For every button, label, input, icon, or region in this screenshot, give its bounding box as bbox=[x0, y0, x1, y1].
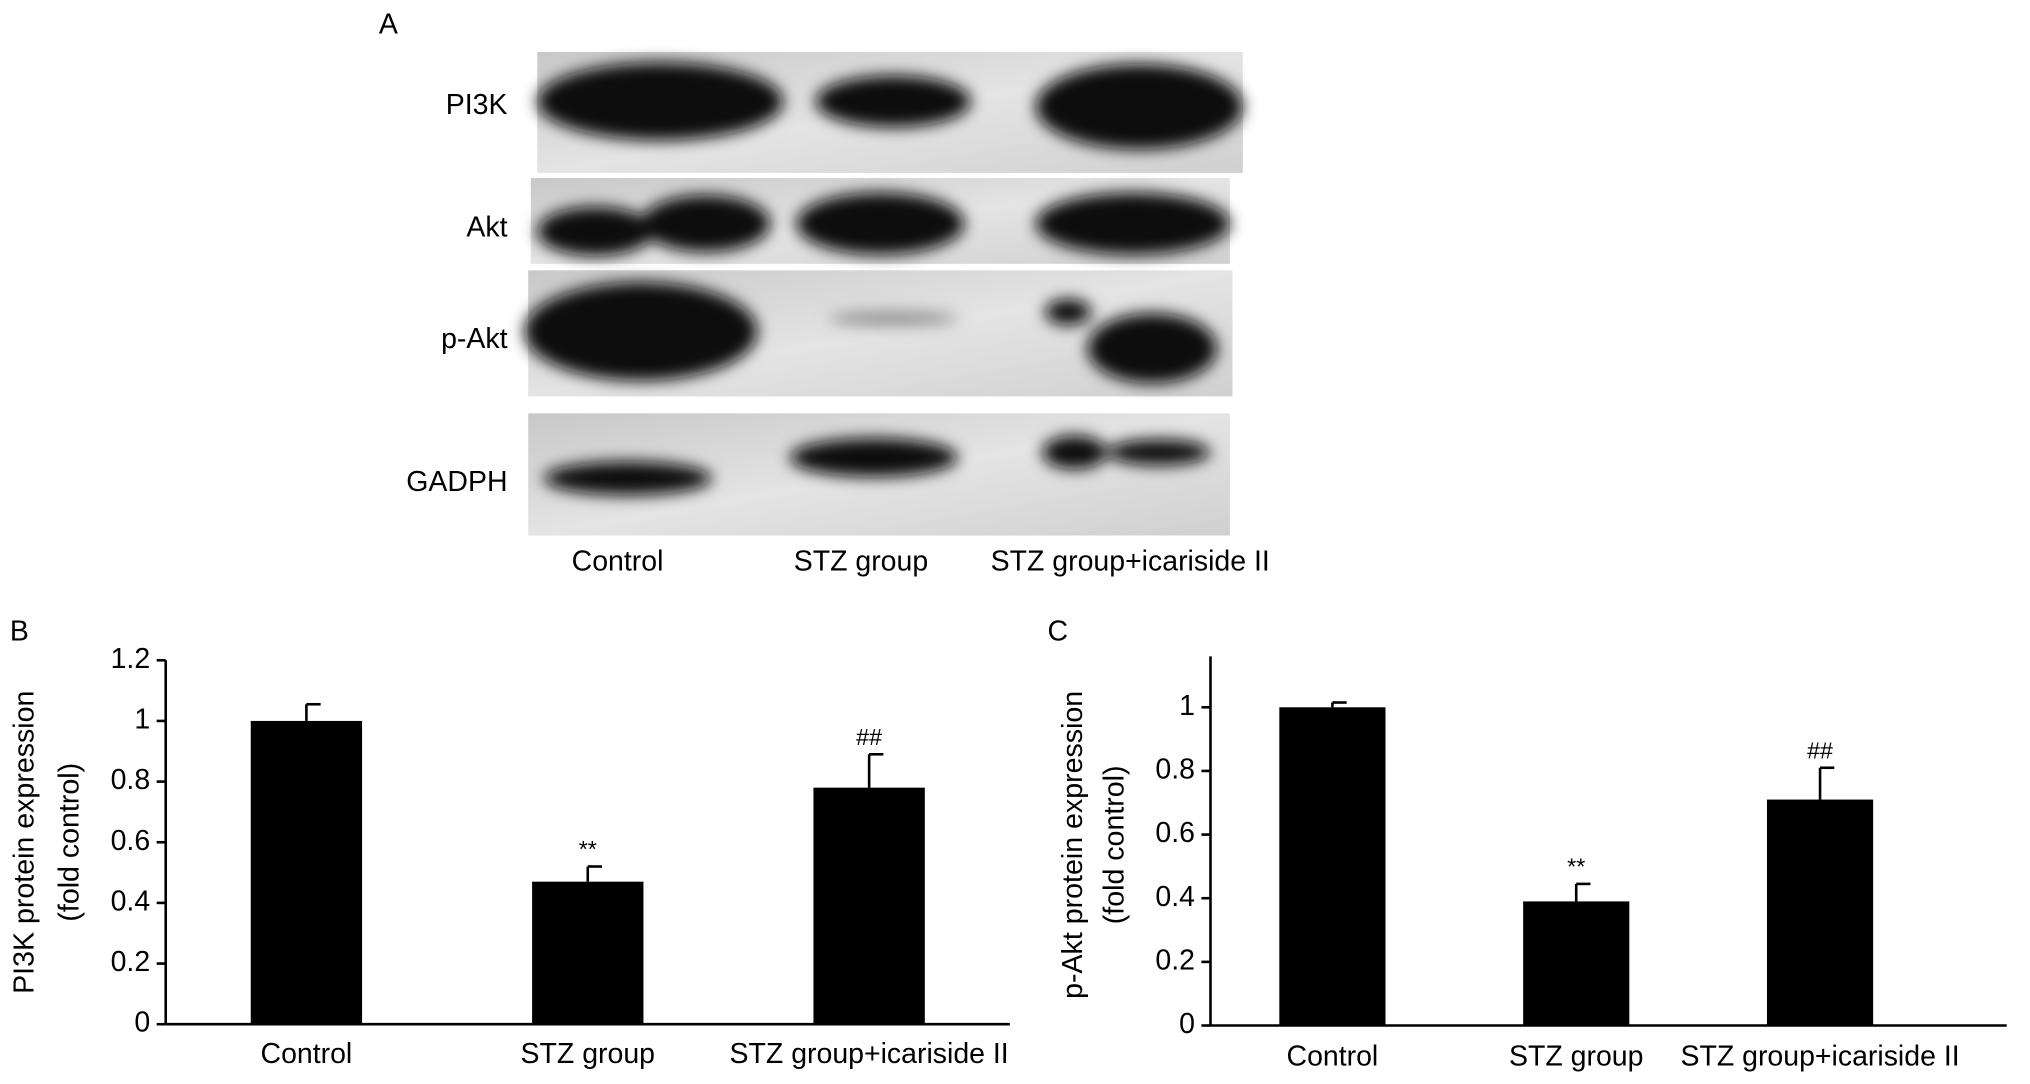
y-tick-label: 0.8 bbox=[111, 764, 151, 796]
western-blot: A PI3K Akt p-Akt GADPH Control STZ group… bbox=[379, 8, 1270, 577]
y-axis-label: (fold control) bbox=[1099, 765, 1131, 924]
y-tick-label: 0 bbox=[1179, 1008, 1195, 1040]
y-tick-label: 1.2 bbox=[111, 643, 151, 675]
bands bbox=[524, 62, 1243, 496]
row-label: p-Akt bbox=[441, 323, 508, 355]
y-tick-label: 1 bbox=[1179, 690, 1195, 722]
y-tick-label: 0.4 bbox=[111, 885, 151, 917]
error-bar bbox=[867, 752, 884, 788]
lane-label: STZ group+icariside II bbox=[991, 545, 1270, 577]
bar-chart: B PI3K protein expression (fold control) 0 0… bbox=[8, 615, 1010, 1070]
bar bbox=[1279, 707, 1386, 1026]
lane-label: Control bbox=[572, 545, 664, 577]
row-label: PI3K bbox=[446, 89, 508, 121]
bar bbox=[1766, 799, 1874, 1026]
bar-chart: Cp-Akt protein expression (fold control) 0… bbox=[1047, 615, 2007, 1073]
y-axis-label: PI3K protein expression bbox=[8, 691, 40, 994]
y-tick-label: 0.6 bbox=[111, 825, 151, 857]
bar bbox=[1523, 901, 1630, 1026]
bar bbox=[813, 787, 925, 1025]
row-label: Akt bbox=[466, 211, 507, 243]
significance-label: ** bbox=[579, 836, 597, 862]
y-tick-label: 0.2 bbox=[111, 946, 151, 978]
x-tick-label: STZ group bbox=[521, 1038, 655, 1070]
panel-label: B bbox=[10, 615, 29, 647]
x-tick-label: Control bbox=[261, 1038, 353, 1070]
y-axis-label: (fold control) bbox=[54, 763, 86, 922]
error-bar bbox=[586, 865, 603, 882]
bar bbox=[532, 881, 644, 1025]
bar bbox=[250, 720, 363, 1025]
x-tick-label: STZ group bbox=[1509, 1041, 1643, 1073]
y-tick-label: 0 bbox=[134, 1007, 150, 1039]
significance-label: ## bbox=[1807, 737, 1833, 763]
error-bar bbox=[1331, 701, 1347, 708]
panel-label: C bbox=[1047, 615, 1068, 647]
y-tick-label: 0.6 bbox=[1155, 817, 1195, 849]
panel-label: A bbox=[379, 8, 398, 40]
y-tick-label: 0.2 bbox=[1155, 944, 1195, 976]
error-bar bbox=[1818, 766, 1835, 800]
error-bar bbox=[305, 702, 321, 721]
significance-label: ** bbox=[1567, 853, 1585, 879]
x-tick-label: Control bbox=[1287, 1041, 1379, 1073]
x-tick-label: STZ group+icariside II bbox=[730, 1038, 1009, 1070]
y-tick-label: 0.4 bbox=[1155, 881, 1195, 913]
y-tick-label: 1 bbox=[134, 703, 150, 735]
significance-label: ## bbox=[856, 724, 882, 750]
y-tick-label: 0.8 bbox=[1155, 753, 1195, 785]
error-bar bbox=[1574, 882, 1591, 902]
row-label: GADPH bbox=[406, 466, 507, 498]
lane-label: STZ group bbox=[794, 545, 928, 577]
y-axis-label: p-Akt protein expression bbox=[1057, 691, 1089, 999]
x-tick-label: STZ group+icariside II bbox=[1680, 1041, 1959, 1073]
